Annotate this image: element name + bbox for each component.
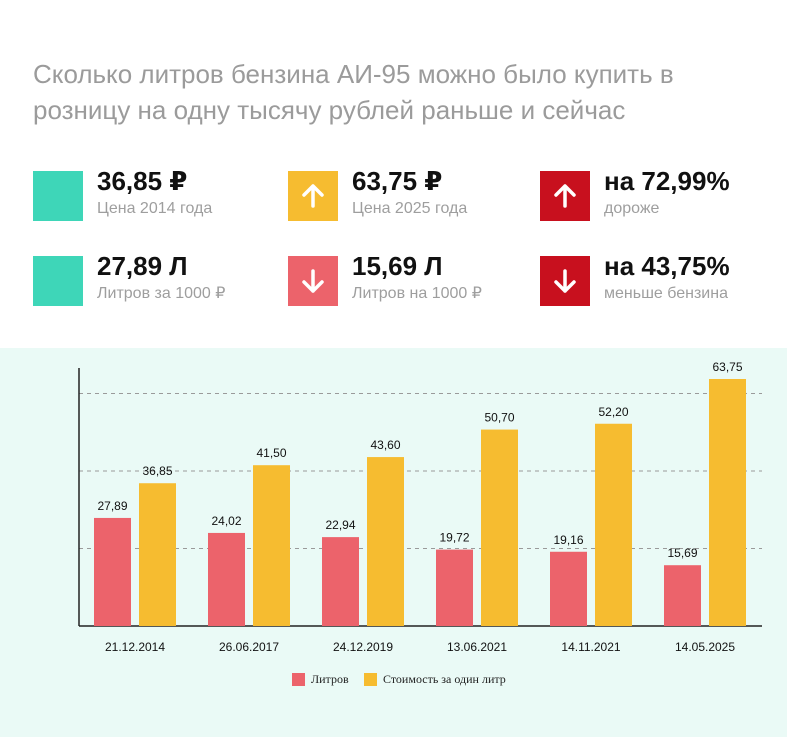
data-label: 41,50	[256, 446, 286, 460]
bar-price	[367, 457, 404, 626]
teal-square-icon	[33, 171, 83, 221]
legend-swatch-liters	[292, 673, 305, 686]
stat-card-price-increase: на 72,99% дороже	[540, 166, 787, 222]
data-label: 50,70	[484, 411, 514, 425]
legend-swatch-price	[364, 673, 377, 686]
x-tick-label: 14.11.2021	[561, 640, 620, 654]
x-tick-label: 26.06.2017	[219, 640, 279, 654]
data-label: 19,16	[553, 533, 583, 547]
arrow-up-icon	[288, 171, 338, 221]
stat-value: на 43,75%	[604, 251, 730, 281]
legend-item-liters: Литров	[292, 672, 349, 687]
stat-label: Цена 2025 года	[352, 200, 468, 217]
legend-label-liters: Литров	[311, 672, 349, 686]
data-label: 52,20	[598, 405, 628, 419]
bar-price	[481, 429, 518, 626]
arrow-up-icon	[540, 171, 590, 221]
data-label: 63,75	[712, 360, 742, 374]
x-tick-label: 13.06.2021	[447, 640, 507, 654]
data-label: 15,69	[667, 546, 697, 560]
bar-price	[709, 379, 746, 626]
arrow-down-icon	[540, 256, 590, 306]
data-label: 43,60	[370, 438, 400, 452]
teal-square-icon	[33, 256, 83, 306]
data-label: 24,02	[211, 514, 241, 528]
bar-price	[253, 465, 290, 626]
bar-liters	[94, 517, 131, 626]
bar-liters	[550, 551, 587, 626]
stat-card-liters-2025: 15,69 Л Литров на 1000 ₽	[288, 251, 538, 307]
stat-value: на 72,99%	[604, 166, 730, 196]
stat-label: меньше бензина	[604, 285, 728, 302]
data-label: 22,94	[325, 518, 355, 532]
stat-label: Литров за 1000 ₽	[97, 285, 226, 302]
bar-liters	[436, 549, 473, 626]
stat-card-price-2025: 63,75 ₽ Цена 2025 года	[288, 166, 538, 222]
chart-title: Сколько литров бензина АИ-95 можно было …	[33, 59, 674, 125]
stat-value: 27,89 Л	[97, 251, 188, 281]
x-tick-label: 24.12.2019	[333, 640, 393, 654]
chart-legend: Литров Стоимость за один литр	[0, 672, 787, 692]
stat-value: 36,85 ₽	[97, 166, 188, 196]
bar-liters	[208, 532, 245, 626]
data-label: 19,72	[439, 531, 469, 545]
legend-item-price: Стоимость за один литр	[364, 672, 506, 687]
stat-card-liters-2014: 27,89 Л Литров за 1000 ₽	[33, 251, 283, 307]
data-label: 27,89	[97, 499, 127, 513]
stat-label: Цена 2014 года	[97, 200, 213, 217]
stat-label: Литров на 1000 ₽	[352, 285, 482, 302]
bar-price	[595, 423, 632, 626]
stat-card-liters-decrease: на 43,75% меньше бензина	[540, 251, 787, 307]
stat-value: 63,75 ₽	[352, 166, 443, 196]
bar-liters	[322, 537, 359, 626]
legend-label-price: Стоимость за один литр	[383, 672, 506, 686]
bar-liters	[664, 565, 701, 626]
stat-label: дороже	[604, 200, 660, 217]
stat-card-price-2014: 36,85 ₽ Цена 2014 года	[33, 166, 283, 222]
data-label: 36,85	[142, 464, 172, 478]
x-tick-label: 21.12.2014	[105, 640, 165, 654]
bar-chart: 27,89 36,85 21.12.2014 24,02 41,50 26.06.2017…	[78, 360, 762, 654]
x-tick-label: 14.05.2025	[675, 640, 735, 654]
bar-price	[139, 483, 176, 626]
arrow-down-icon	[288, 256, 338, 306]
stat-value: 15,69 Л	[352, 251, 443, 281]
